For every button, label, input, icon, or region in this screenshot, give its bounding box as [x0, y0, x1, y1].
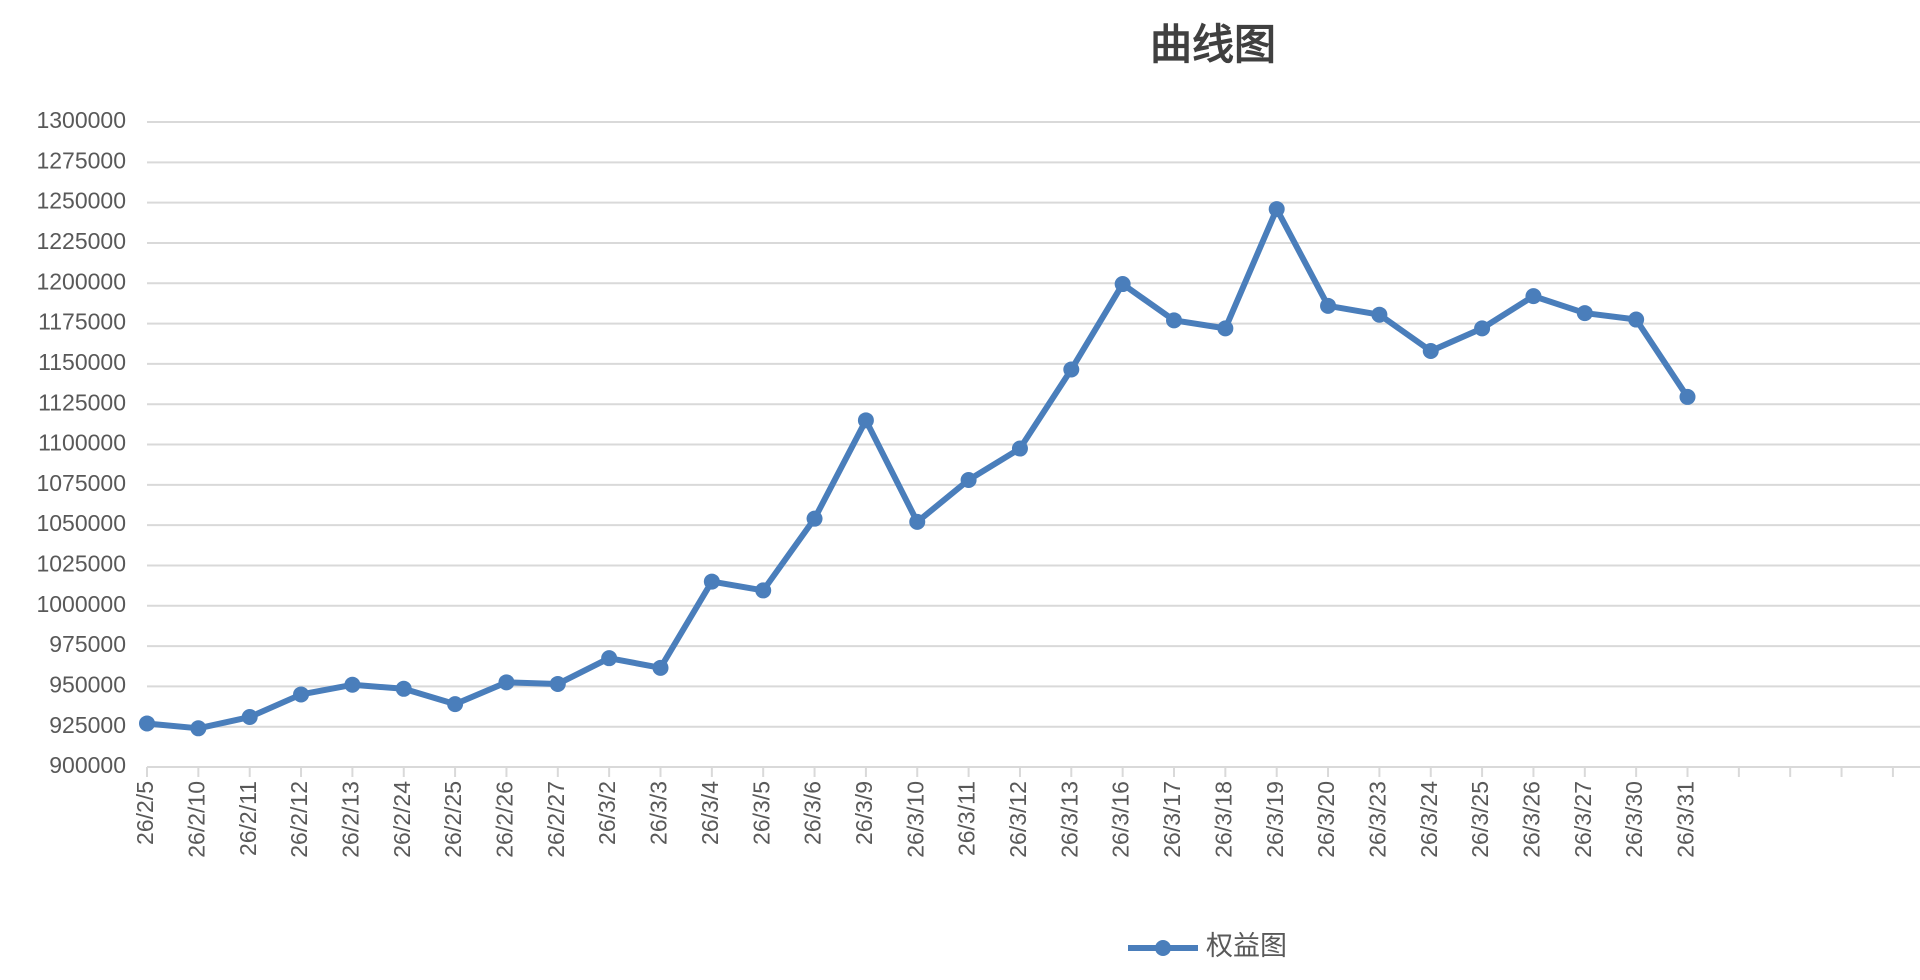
y-tick-label: 1250000 [36, 188, 126, 214]
data-point [960, 471, 977, 488]
data-point [806, 510, 823, 527]
data-point [447, 696, 464, 713]
x-tick-label: 26/3/9 [851, 781, 877, 845]
x-tick-label: 26/3/13 [1056, 781, 1082, 858]
data-point [139, 715, 155, 732]
data-point [1679, 388, 1696, 405]
data-point [755, 582, 772, 599]
legend-label: 权益图 [1206, 931, 1287, 961]
x-tick-label: 26/3/3 [646, 781, 672, 845]
x-tick-label: 26/3/18 [1210, 781, 1236, 858]
y-tick-label: 900000 [49, 752, 126, 778]
x-tick-label: 26/3/25 [1467, 781, 1493, 858]
data-point [652, 659, 669, 676]
x-tick-label: 26/3/5 [748, 781, 774, 845]
y-tick-label: 1025000 [36, 551, 126, 577]
x-tick-label: 26/3/16 [1108, 781, 1134, 858]
x-tick-label: 26/2/10 [183, 781, 209, 858]
y-tick-label: 1200000 [36, 268, 126, 294]
y-tick-label: 1000000 [36, 591, 126, 617]
data-point [1114, 276, 1131, 293]
x-tick-label: 26/3/2 [594, 781, 620, 845]
x-tick-label: 26/3/19 [1262, 781, 1288, 858]
data-point [344, 676, 361, 693]
data-point [1320, 297, 1337, 314]
x-tick-label: 26/2/11 [235, 781, 261, 856]
y-tick-label: 1075000 [36, 470, 126, 496]
data-point [601, 650, 618, 667]
y-tick-label: 1100000 [38, 430, 126, 456]
data-point [1628, 311, 1645, 328]
y-tick-label: 1125000 [38, 389, 126, 415]
x-tick-label: 26/3/30 [1621, 781, 1647, 858]
data-point [857, 412, 874, 429]
x-tick-label: 26/3/20 [1313, 781, 1339, 858]
y-tick-label: 1225000 [36, 228, 126, 254]
data-point [1063, 361, 1080, 378]
y-tick-label: 1275000 [36, 147, 126, 173]
data-point [1576, 305, 1593, 322]
x-tick-label: 26/2/25 [440, 781, 466, 858]
chart-title: 曲线图 [1150, 21, 1276, 68]
y-tick-label: 1175000 [38, 309, 126, 335]
y-tick-label: 975000 [49, 631, 126, 657]
data-point [293, 686, 310, 703]
x-tick-label: 26/2/12 [286, 781, 312, 858]
x-tick-label: 26/3/11 [954, 781, 980, 856]
data-point [1011, 440, 1028, 457]
data-point [1371, 306, 1388, 323]
data-point [703, 573, 720, 590]
x-tick-label: 26/3/12 [1005, 781, 1031, 858]
x-tick-label: 26/2/24 [389, 781, 415, 858]
data-point [1525, 288, 1542, 305]
y-tick-label: 1300000 [36, 107, 126, 133]
data-point [1474, 320, 1491, 337]
x-tick-label: 26/2/13 [337, 781, 363, 858]
y-tick-label: 1150000 [38, 349, 126, 375]
x-tick-label: 26/3/27 [1570, 781, 1596, 858]
series-line [146, 206, 1690, 732]
data-point [241, 709, 258, 726]
y-tick-label: 925000 [49, 712, 126, 738]
legend-marker [1155, 940, 1171, 956]
data-point [190, 720, 207, 737]
x-tick-label: 26/3/17 [1159, 781, 1185, 858]
data-point [1166, 312, 1182, 329]
x-tick-label: 26/3/10 [902, 781, 928, 858]
data-point [549, 675, 566, 692]
data-point [1268, 201, 1285, 218]
data-point [498, 674, 515, 691]
x-tick-label: 26/3/26 [1519, 781, 1545, 858]
x-tick-label: 26/3/4 [697, 781, 723, 845]
x-tick-label: 26/3/6 [800, 781, 826, 845]
data-point [395, 680, 412, 697]
x-tick-label: 26/2/27 [543, 781, 569, 858]
x-tick-label: 26/2/5 [132, 781, 158, 845]
x-tick-label: 26/3/31 [1673, 781, 1699, 858]
y-tick-label: 950000 [49, 671, 126, 697]
x-tick-label: 26/2/26 [492, 781, 518, 858]
data-point [1217, 320, 1234, 337]
x-tick-label: 26/3/23 [1364, 781, 1390, 858]
y-tick-label: 1050000 [36, 510, 126, 536]
x-tick-label: 26/3/24 [1416, 781, 1442, 858]
data-point [909, 513, 926, 530]
data-point [1422, 342, 1439, 359]
